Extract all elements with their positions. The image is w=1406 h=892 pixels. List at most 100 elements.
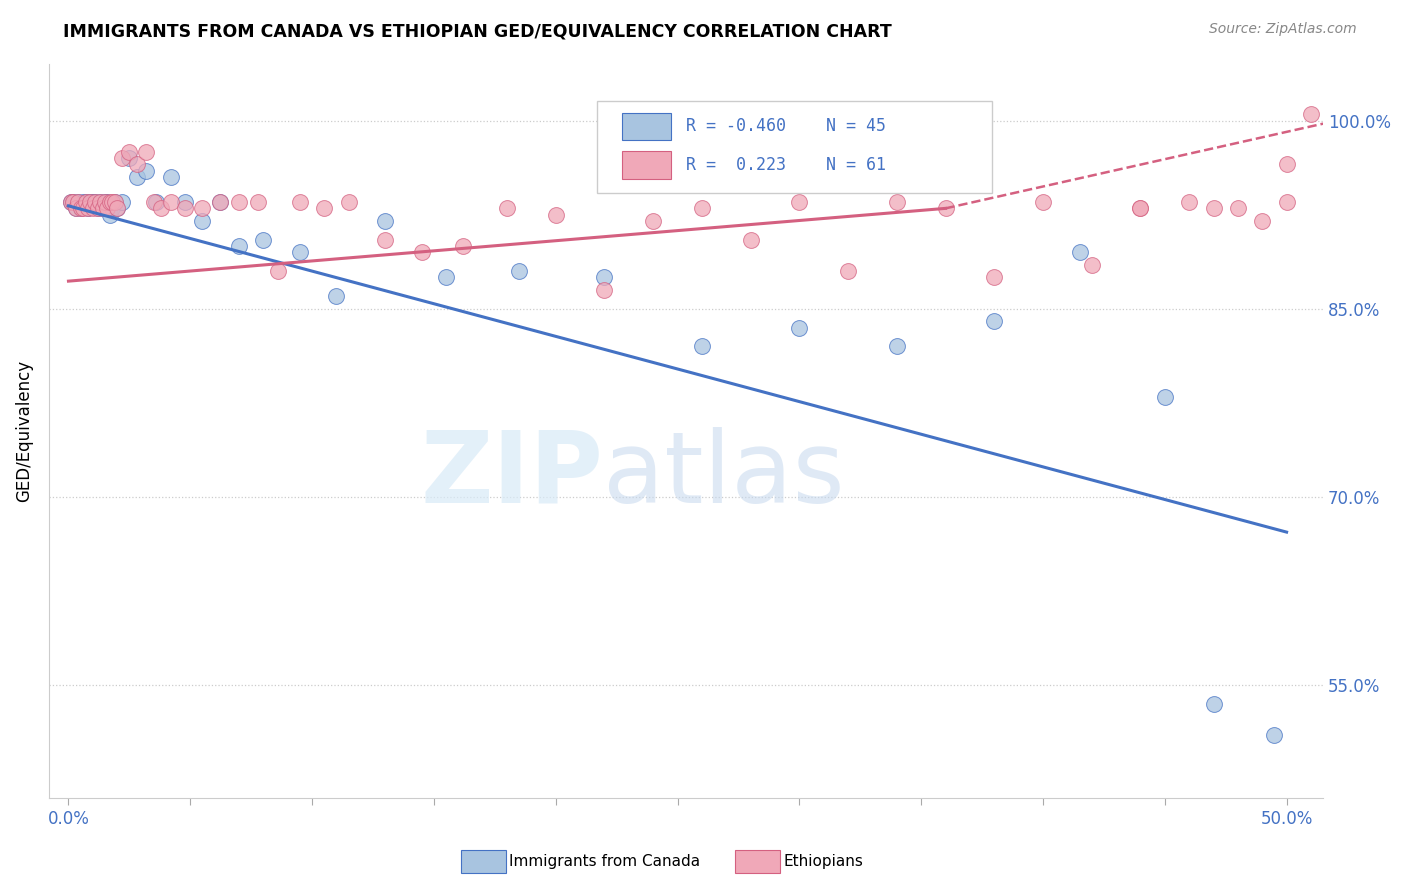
Point xyxy=(325,289,347,303)
Point xyxy=(94,195,117,210)
Point xyxy=(135,163,157,178)
Point xyxy=(79,195,101,210)
FancyBboxPatch shape xyxy=(623,112,671,140)
Point xyxy=(159,195,181,210)
Point xyxy=(983,270,1005,285)
Point xyxy=(593,270,616,285)
Point xyxy=(228,239,250,253)
Point xyxy=(1263,728,1285,742)
Point xyxy=(174,195,197,210)
Text: Ethiopians: Ethiopians xyxy=(783,855,863,869)
Point xyxy=(75,195,97,210)
Point xyxy=(89,195,111,210)
Point xyxy=(643,214,665,228)
Point xyxy=(59,195,82,210)
Point xyxy=(104,195,127,210)
Y-axis label: GED/Equivalency: GED/Equivalency xyxy=(15,360,32,502)
Point xyxy=(62,195,84,210)
Point xyxy=(75,195,97,210)
Point xyxy=(267,264,290,278)
Point xyxy=(690,339,713,353)
Point xyxy=(118,145,141,159)
Point xyxy=(411,245,433,260)
Point xyxy=(104,195,127,210)
Point xyxy=(837,264,859,278)
Point xyxy=(145,195,167,210)
Point xyxy=(789,195,811,210)
Point xyxy=(101,195,124,210)
Point xyxy=(98,195,121,210)
Point xyxy=(69,202,91,216)
Point xyxy=(96,195,118,210)
Point xyxy=(86,202,108,216)
Point xyxy=(1251,214,1274,228)
Point xyxy=(1275,195,1298,210)
Point xyxy=(544,208,567,222)
Point xyxy=(1202,697,1225,711)
Text: Source: ZipAtlas.com: Source: ZipAtlas.com xyxy=(1209,22,1357,37)
Point xyxy=(1069,245,1091,260)
Point xyxy=(91,202,114,216)
Point xyxy=(84,195,107,210)
Point xyxy=(934,202,956,216)
Point xyxy=(84,195,107,210)
Point xyxy=(374,214,396,228)
Point xyxy=(593,283,616,297)
Point xyxy=(228,195,250,210)
Point xyxy=(98,208,121,222)
Point xyxy=(314,202,336,216)
Point xyxy=(740,233,762,247)
Text: R =  0.223    N = 61: R = 0.223 N = 61 xyxy=(686,155,886,174)
Point xyxy=(434,270,457,285)
Point xyxy=(208,195,231,210)
Point xyxy=(886,339,908,353)
Point xyxy=(252,233,274,247)
Point xyxy=(86,202,108,216)
Point xyxy=(208,195,231,210)
Point xyxy=(1202,202,1225,216)
Text: R = -0.460    N = 45: R = -0.460 N = 45 xyxy=(686,118,886,136)
Text: atlas: atlas xyxy=(603,426,845,524)
Point xyxy=(65,202,87,216)
Point xyxy=(125,157,148,171)
Point xyxy=(496,202,519,216)
Point xyxy=(67,195,90,210)
Point xyxy=(125,169,148,184)
Point xyxy=(191,214,214,228)
Point xyxy=(159,169,181,184)
Point xyxy=(1153,390,1175,404)
Point xyxy=(1299,107,1322,121)
Point xyxy=(91,202,114,216)
Point xyxy=(1129,202,1152,216)
Point xyxy=(374,233,396,247)
Point xyxy=(82,195,104,210)
Point xyxy=(174,202,197,216)
Point xyxy=(62,195,84,210)
Point xyxy=(77,202,100,216)
Point xyxy=(983,314,1005,328)
Point xyxy=(79,195,101,210)
Point xyxy=(101,202,124,216)
Point xyxy=(69,202,91,216)
Point xyxy=(886,195,908,210)
Point xyxy=(1129,202,1152,216)
Point xyxy=(1178,195,1201,210)
Point xyxy=(105,202,128,216)
Point xyxy=(72,202,94,216)
Point xyxy=(142,195,165,210)
FancyBboxPatch shape xyxy=(598,101,991,193)
Point xyxy=(150,202,173,216)
Text: IMMIGRANTS FROM CANADA VS ETHIOPIAN GED/EQUIVALENCY CORRELATION CHART: IMMIGRANTS FROM CANADA VS ETHIOPIAN GED/… xyxy=(63,22,891,40)
Point xyxy=(89,195,111,210)
Point xyxy=(451,239,474,253)
Point xyxy=(111,151,134,165)
Point xyxy=(191,202,214,216)
Point xyxy=(1080,258,1102,272)
Point xyxy=(59,195,82,210)
Point xyxy=(247,195,270,210)
Point xyxy=(105,202,128,216)
Point xyxy=(690,202,713,216)
Point xyxy=(135,145,157,159)
Point xyxy=(508,264,530,278)
Point xyxy=(288,245,311,260)
